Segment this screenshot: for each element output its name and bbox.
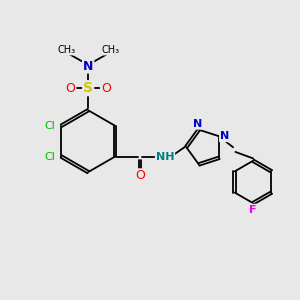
Text: N: N: [83, 60, 93, 73]
Text: Cl: Cl: [45, 121, 56, 131]
Text: N: N: [193, 119, 202, 129]
Text: CH₃: CH₃: [101, 45, 119, 55]
Text: CH₃: CH₃: [57, 45, 75, 55]
Text: N: N: [220, 131, 229, 141]
Text: F: F: [249, 205, 257, 214]
Text: S: S: [83, 81, 93, 95]
Text: O: O: [135, 169, 145, 182]
Text: O: O: [101, 82, 111, 95]
Text: Cl: Cl: [45, 152, 56, 162]
Text: O: O: [66, 82, 75, 95]
Text: NH: NH: [156, 152, 174, 162]
